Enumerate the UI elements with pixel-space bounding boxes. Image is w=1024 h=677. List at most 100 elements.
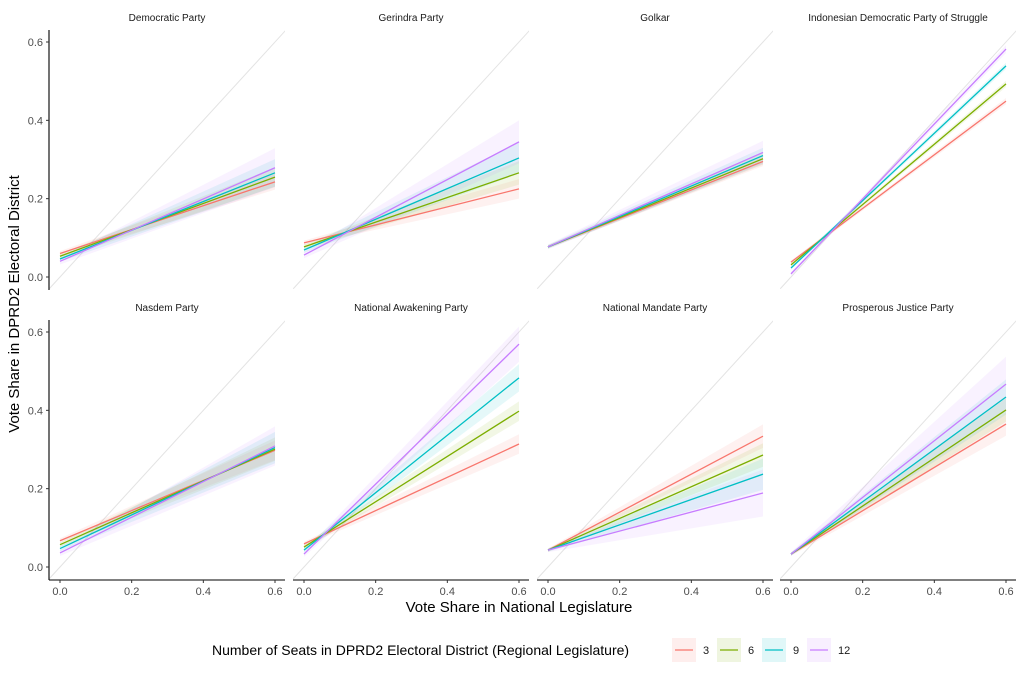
series-line-9 (790, 396, 1007, 555)
x-tick-label: 0.2 (855, 586, 870, 598)
confidence-band-3 (548, 424, 763, 552)
confidence-band-6 (791, 398, 1006, 556)
x-tick-label: 0.4 (927, 586, 942, 598)
x-tick-label: 0.0 (52, 586, 67, 598)
panel: Nasdem Party 0.0 0.2 0.4 0.6 0.0 0.2 0.4 0.6 (28, 303, 285, 598)
legend-keys: 3 6 9 12 (672, 638, 850, 662)
y-tick-label: 0.4 (28, 405, 43, 417)
y-tick-label: 0.0 (28, 562, 43, 574)
confidence-band-3 (791, 412, 1006, 556)
confidence-band-12 (791, 356, 1006, 557)
plot-area (780, 320, 1016, 580)
series-line-12 (59, 445, 276, 554)
y-tick-label: 0.6 (28, 37, 43, 49)
legend-label: 12 (838, 645, 850, 657)
legend-title: Number of Seats in DPRD2 Electoral Distr… (212, 642, 629, 658)
confidence-band-9 (548, 458, 763, 552)
plot-area (49, 320, 285, 580)
x-tick-label: 0.2 (612, 586, 627, 598)
panel: Prosperous Justice Party 0.0 0.2 0.4 0.6 (780, 303, 1016, 598)
panel: National Mandate Party 0.0 0.2 0.4 0.6 (537, 303, 773, 598)
series-line-6 (303, 410, 520, 548)
confidence-band-6 (304, 401, 519, 549)
panel: Indonesian Democratic Party of Struggle (780, 13, 1016, 290)
series-line-9 (790, 65, 1007, 269)
confidence-band-12 (304, 326, 519, 557)
plot-area (49, 30, 285, 290)
series-line-12 (790, 48, 1007, 275)
reference-line-45deg (537, 30, 773, 290)
panel-title: Nasdem Party (135, 303, 198, 314)
panel-title: Prosperous Justice Party (842, 303, 953, 314)
series-line-6 (59, 448, 276, 546)
series-line-6 (547, 454, 764, 551)
x-tick-label: 0.4 (440, 586, 455, 598)
series-line-12 (547, 492, 764, 551)
series-line-3 (59, 181, 276, 255)
x-tick-label: 0.6 (511, 586, 526, 598)
series-line-12 (59, 167, 276, 262)
legend-item-9: 9 (762, 638, 799, 662)
plot-area (293, 320, 529, 580)
series-line-3 (303, 443, 520, 545)
series-line-3 (547, 435, 764, 551)
panel-title: Indonesian Democratic Party of Struggle (808, 13, 988, 24)
series-line-9 (303, 157, 520, 251)
plot-area (293, 30, 529, 290)
y-tick-label: 0.2 (28, 194, 43, 206)
series-line-9 (547, 473, 764, 551)
y-tick-label: 0.0 (28, 272, 43, 284)
confidence-band-12 (548, 469, 763, 553)
series-line-12 (303, 141, 520, 256)
plot-area (537, 320, 773, 580)
x-tick-label: 0.6 (755, 586, 770, 598)
y-tick-label: 0.6 (28, 327, 43, 339)
chart-panels: Democratic Party 0.0 0.2 0.4 0.6 Gerindra Par… (28, 13, 1016, 598)
panel-title: National Mandate Party (603, 303, 708, 314)
series-line-12 (547, 151, 764, 248)
x-tick-label: 0.6 (267, 586, 282, 598)
panel-title: Democratic Party (129, 13, 206, 24)
x-tick-label: 0.4 (684, 586, 699, 598)
confidence-band-6 (548, 443, 763, 552)
x-axis-title: Vote Share in National Legislature (406, 599, 633, 616)
series-line-6 (790, 409, 1007, 555)
y-axis-title: Vote Share in DPRD2 Electoral District (6, 174, 23, 432)
panel-title: Golkar (640, 13, 670, 24)
x-tick-label: 0.4 (196, 586, 211, 598)
series-line-9 (59, 172, 276, 260)
confidence-band-3 (304, 434, 519, 546)
x-tick-label: 0.0 (296, 586, 311, 598)
plot-area (537, 30, 773, 290)
x-tick-label: 0.0 (540, 586, 555, 598)
x-tick-label: 0.0 (783, 586, 798, 598)
series-line-12 (790, 383, 1007, 555)
plot-area (780, 30, 1016, 290)
legend-item-12: 12 (807, 638, 850, 662)
legend-label: 9 (793, 645, 799, 657)
confidence-band-12 (791, 45, 1006, 276)
confidence-band-9 (304, 364, 519, 553)
y-tick-label: 0.4 (28, 115, 43, 127)
series-line-12 (303, 343, 520, 555)
panel: National Awakening Party 0.0 0.2 0.4 0.6 (293, 303, 529, 598)
legend-label: 6 (748, 645, 754, 657)
series-line-6 (59, 176, 276, 257)
legend: Number of Seats in DPRD2 Electoral Distr… (212, 638, 850, 662)
panel-title: Gerindra Party (378, 13, 443, 24)
x-tick-label: 0.6 (998, 586, 1013, 598)
panel-title: National Awakening Party (354, 303, 468, 314)
x-tick-label: 0.2 (368, 586, 383, 598)
legend-item-6: 6 (717, 638, 754, 662)
confidence-band-12 (548, 140, 763, 250)
y-tick-label: 0.2 (28, 484, 43, 496)
panel: Golkar (537, 13, 773, 290)
confidence-band-12 (304, 120, 519, 259)
series-line-9 (303, 377, 520, 551)
x-tick-label: 0.2 (124, 586, 139, 598)
reference-line-45deg (293, 30, 529, 290)
reference-line-45deg (780, 30, 1016, 290)
panel: Democratic Party 0.0 0.2 0.4 0.6 (28, 13, 285, 290)
panel: Gerindra Party (293, 13, 529, 290)
